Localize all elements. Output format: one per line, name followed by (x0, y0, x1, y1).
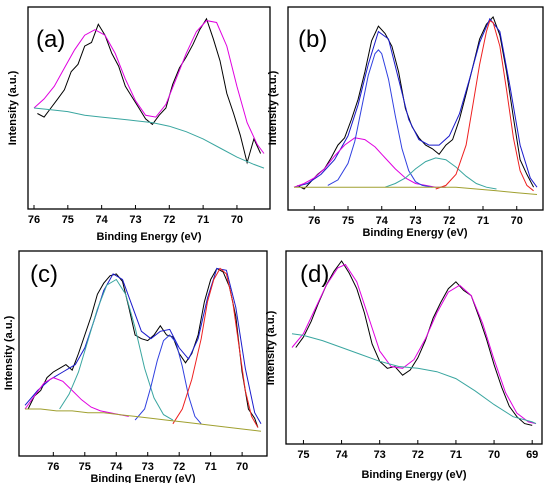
plot-frame (27, 6, 271, 210)
x-tick-label: 71 (477, 215, 489, 227)
series-fit-envelope-1 (293, 17, 538, 188)
series-layer (293, 16, 538, 195)
y-axis-label: Intensity (a.u.) (267, 70, 279, 145)
series-layer (291, 260, 537, 426)
x-axis-label: Binding Energy (eV) (362, 227, 467, 239)
series-raw-0 (37, 17, 262, 165)
series-background-2 (33, 107, 265, 169)
series-component-5 (435, 19, 534, 192)
series-background-6 (294, 186, 538, 195)
series-component-5 (172, 267, 259, 428)
series-component-2 (24, 377, 129, 417)
panel-a: 76 75 74 73 72 71 70 (a) Binding Energy (eV) I… (7, 6, 271, 243)
x-tick-label: 70 (511, 215, 523, 227)
x-ticks: 76 75 74 73 72 71 70 (47, 452, 248, 473)
plot-frame (285, 250, 543, 445)
x-axis-label: Binding Energy (eV) (90, 473, 195, 483)
series-component-4 (134, 334, 202, 425)
x-tick-label: 73 (129, 214, 141, 226)
x-tick-label: 69 (526, 449, 538, 461)
x-tick-label: 76 (28, 214, 40, 226)
x-tick-label: 72 (412, 449, 424, 461)
y-axis-label: Intensity (a.u.) (3, 315, 15, 390)
x-tick-label: 72 (443, 215, 455, 227)
series-raw-0 (295, 260, 533, 426)
panel-c: 76 75 74 73 72 71 70 (c) Binding Energy (eV) I… (3, 250, 268, 483)
x-tick-label: 74 (110, 461, 123, 473)
x-ticks: 76 75 74 73 72 71 70 (308, 206, 523, 227)
panel-label: (b) (298, 26, 327, 53)
x-tick-label: 70 (231, 214, 243, 226)
series-background-2 (291, 333, 537, 425)
x-tick-label: 75 (62, 214, 74, 226)
x-tick-label: 72 (163, 214, 175, 226)
series-raw-0 (27, 267, 259, 428)
x-tick-label: 73 (374, 449, 386, 461)
series-component-3 (327, 49, 433, 188)
series-component-2 (293, 137, 446, 188)
x-tick-label: 70 (488, 449, 500, 461)
series-layer (33, 17, 265, 169)
x-tick-label: 71 (197, 214, 209, 226)
x-tick-label: 76 (308, 215, 320, 227)
y-axis-label: Intensity (a.u.) (265, 310, 277, 385)
x-tick-label: 74 (376, 215, 389, 227)
panel-label: (d) (300, 261, 329, 288)
series-background-6 (25, 408, 262, 432)
x-ticks: 75 74 73 72 71 70 69 (297, 440, 538, 461)
x-tick-label: 75 (342, 215, 354, 227)
series-fit-envelope-1 (24, 267, 262, 425)
x-tick-label: 73 (409, 215, 421, 227)
series-component-3 (59, 278, 174, 421)
x-tick-label: 75 (297, 449, 309, 461)
x-tick-label: 75 (79, 461, 91, 473)
y-axis-label: Intensity (a.u.) (7, 70, 19, 145)
x-ticks: 76 75 74 73 72 71 70 (28, 205, 243, 226)
x-tick-label: 71 (450, 449, 462, 461)
x-axis-label: Binding Energy (eV) (361, 469, 466, 481)
x-tick-label: 74 (96, 214, 109, 226)
x-tick-label: 74 (335, 449, 348, 461)
panel-label: (a) (36, 26, 65, 53)
series-fit-1 (33, 20, 265, 154)
series-raw-0 (297, 16, 535, 190)
x-tick-label: 73 (142, 461, 154, 473)
series-fit-1 (291, 263, 537, 425)
panel-label: (c) (30, 261, 58, 288)
series-component-4 (384, 157, 497, 190)
panel-d: 75 74 73 72 71 70 69 (d) Binding Energy (eV) I… (265, 250, 543, 481)
x-tick-label: 71 (205, 461, 217, 473)
plot-frame (18, 250, 268, 457)
x-axis-label: Binding Energy (eV) (96, 231, 201, 243)
x-tick-label: 76 (47, 461, 59, 473)
x-tick-label: 72 (173, 461, 185, 473)
x-tick-label: 70 (236, 461, 248, 473)
series-layer (24, 267, 262, 432)
panel-b: 76 75 74 73 72 71 70 (b) Binding Energy (eV) I… (267, 6, 544, 239)
